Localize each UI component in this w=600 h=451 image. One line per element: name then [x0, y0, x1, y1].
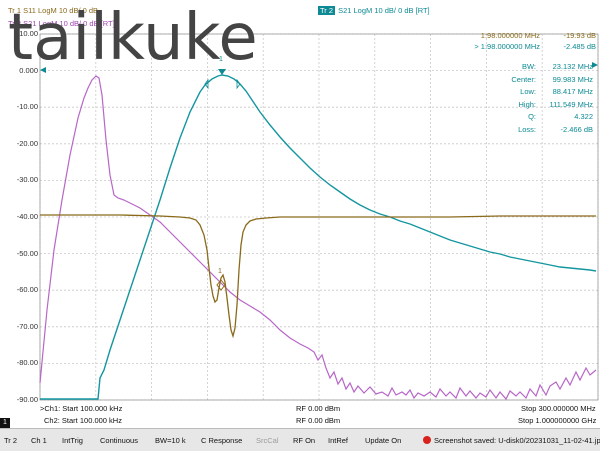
marker-value: -2.485 dB: [563, 42, 596, 51]
ch1-start: >Ch1: Start 100.000 kHz: [40, 404, 123, 413]
s21-marker[interactable]: [204, 69, 241, 90]
trace2-title: S21 LogM 10 dB/ 0 dB [RT]: [338, 6, 430, 15]
status-trace[interactable]: Tr 2: [4, 436, 18, 445]
ref-arrow-left: [40, 67, 46, 73]
y-tick-label: -50.00: [16, 248, 38, 258]
ch2-start: Ch2: Start 100.000 kHz: [44, 416, 122, 425]
status-trigger[interactable]: IntTrig: [62, 436, 83, 445]
status-rf[interactable]: RF On: [293, 436, 316, 445]
status-reference[interactable]: IntRef: [328, 436, 349, 445]
marker-label: 1:98.000000 MHz: [480, 31, 540, 40]
status-message-text: Screenshot saved: U-disk0/20231031_11-02…: [434, 436, 600, 445]
y-tick-label: -20.00: [16, 138, 38, 148]
y-tick-label: -60.00: [16, 285, 38, 295]
y-tick-label: -80.00: [16, 358, 38, 368]
marker-value: -19.93 dB: [563, 31, 596, 40]
y-tick-label: -30.00: [16, 175, 38, 185]
ch2-stop: Stop 1.000000000 GHz: [518, 416, 597, 425]
y-tick-label: -90.00: [16, 395, 38, 404]
status-channel[interactable]: Ch 1: [31, 436, 47, 445]
ch1-rf: RF 0.00 dBm: [296, 404, 341, 413]
marker-flag-top: 1: [219, 56, 223, 63]
trace2-tag: Tr 2: [318, 6, 336, 15]
stat-value: -2.466 dB: [560, 124, 593, 134]
status-bandwidth[interactable]: BW=10 k: [155, 436, 186, 445]
marker-row[interactable]: > 1:98.000000 MHz -2.485 dB: [470, 42, 598, 53]
marker-flag-s11: 1: [218, 268, 222, 275]
status-message: Screenshot saved: U-disk0/20231031_11-02…: [423, 436, 600, 445]
stat-row: Low: 88.417 MHz: [470, 86, 598, 99]
stat-row: Q: 4.322: [470, 111, 598, 124]
ref-arrow-right: [592, 62, 598, 68]
stat-label: Center:: [511, 74, 536, 84]
plot-border: [39, 33, 599, 401]
stat-label: Loss:: [518, 124, 536, 134]
ch2-rf: RF 0.00 dBm: [296, 416, 341, 425]
record-icon: [423, 436, 431, 444]
trace3-header[interactable]: Tr 3 S21 LogM 10 dB/ 0 dB [RT]: [8, 19, 115, 28]
stat-value: 99.983 MHz: [552, 74, 593, 84]
stat-label: High:: [518, 99, 536, 109]
y-tick-label: -70.00: [16, 321, 38, 331]
plot-frame: [39, 33, 599, 401]
stat-label: Q:: [528, 112, 536, 121]
marker-row[interactable]: 1:98.000000 MHz -19.93 dB: [470, 31, 598, 42]
bandwidth-stats: BW: 23.132 MHz Center: 99.983 MHz Low: 88.417…: [470, 61, 598, 136]
channel-info: >Ch1: Start 100.000 kHz RF 0.00 dBm Stop…: [0, 403, 600, 427]
status-calibration[interactable]: C Response: [201, 436, 243, 445]
stat-value: 4.322: [574, 112, 593, 121]
stat-row: Center: 99.983 MHz: [470, 74, 598, 87]
s11-marker[interactable]: [216, 279, 226, 291]
stat-row: BW: 23.132 MHz: [470, 61, 598, 74]
stat-value: 23.132 MHz: [552, 62, 593, 71]
y-tick-label: 10.00: [19, 29, 38, 38]
s11-trace: [40, 214, 596, 339]
status-update[interactable]: Update On: [365, 436, 402, 445]
stat-row: High: 111.549 MHz: [470, 99, 598, 112]
status-sweep-mode[interactable]: Continuous: [100, 436, 138, 445]
watermark-text: tailkuke: [8, 1, 258, 75]
s21-trace: [40, 74, 597, 400]
tr3-trace: [39, 75, 597, 401]
status-bar: Tr 2 Ch 1 IntTrig Continuous BW=10 k C R…: [0, 428, 600, 451]
status-srccal[interactable]: SrcCal: [256, 436, 279, 445]
trace1-header[interactable]: Tr 1 S11 LogM 10 dB/ 0 dB: [8, 6, 99, 15]
marker-readout: 1:98.000000 MHz -19.93 dB > 1:98.000000 MH…: [470, 31, 598, 53]
marker-label: > 1:98.000000 MHz: [474, 42, 540, 51]
y-tick-label: -10.00: [16, 102, 38, 112]
ch1-stop: Stop 300.000000 MHz: [521, 404, 596, 413]
stat-row: Loss: -2.466 dB: [470, 124, 598, 137]
stat-value: 88.417 MHz: [552, 87, 593, 96]
y-tick-label: -40.00: [16, 212, 38, 221]
stat-label: Low:: [520, 87, 536, 96]
stat-label: BW:: [521, 62, 536, 71]
y-tick-label: 0.000: [19, 65, 38, 75]
trace2-header[interactable]: Tr 2 S21 LogM 10 dB/ 0 dB [RT]: [318, 6, 430, 15]
channel-badge: 1: [0, 418, 10, 428]
stat-value: 111.549 MHz: [549, 99, 594, 109]
grid: [39, 33, 599, 401]
